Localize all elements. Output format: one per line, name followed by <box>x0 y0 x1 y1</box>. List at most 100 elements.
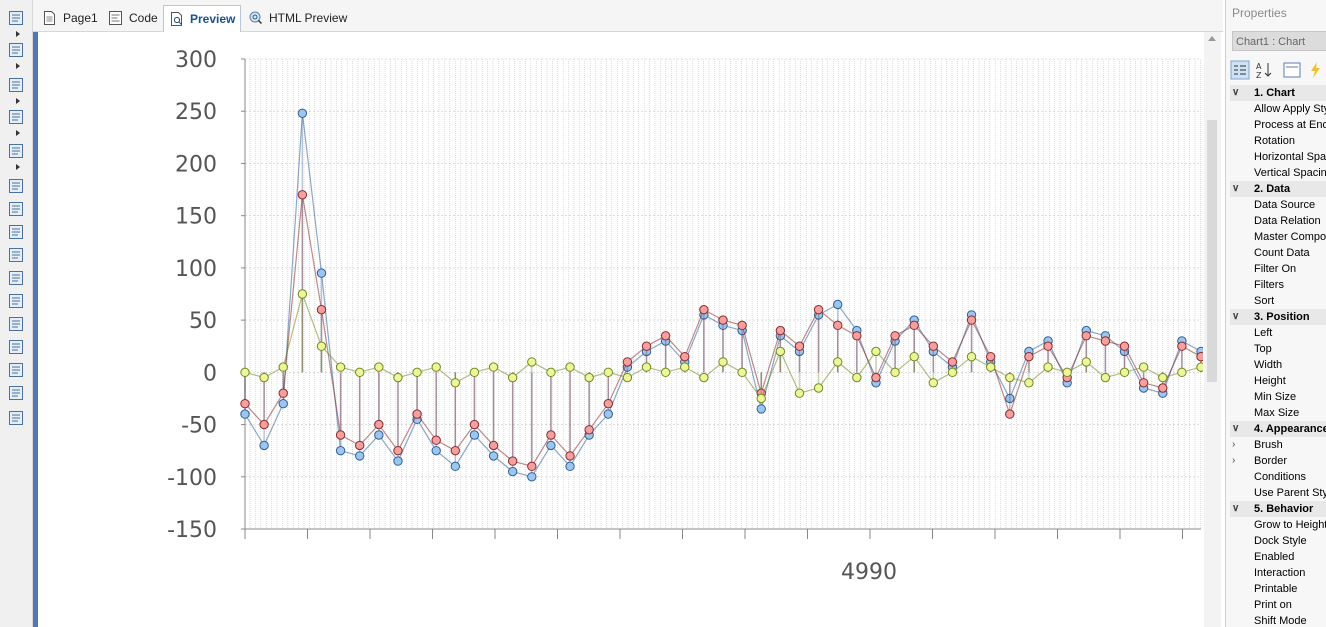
component-selector[interactable]: Chart1 : Chart <box>1232 31 1326 51</box>
property-row[interactable]: Use Parent Sty <box>1230 485 1326 501</box>
data-point-blue <box>316 268 327 278</box>
property-row[interactable]: Max Size <box>1230 405 1326 421</box>
expand-arrow-icon[interactable] <box>16 130 20 136</box>
property-category[interactable]: ∨ 3. Position <box>1230 309 1326 325</box>
property-label: Enabled <box>1254 551 1295 563</box>
property-row[interactable]: Printable <box>1230 581 1326 597</box>
collapse-chevron-icon[interactable]: ∨ <box>1232 503 1240 514</box>
property-row[interactable]: Count Data <box>1230 245 1326 261</box>
property-category[interactable]: ∨ 2. Data <box>1230 181 1326 197</box>
tab-preview[interactable]: Preview <box>163 5 241 32</box>
expand-chevron-icon[interactable]: › <box>1232 439 1236 450</box>
properties-view-button[interactable] <box>1282 60 1302 80</box>
property-row[interactable]: Grow to Height <box>1230 517 1326 533</box>
chart-icon[interactable] <box>8 385 24 401</box>
collapse-chevron-icon[interactable]: ∨ <box>1232 423 1240 434</box>
property-row[interactable]: Shift Mode <box>1230 613 1326 627</box>
image-icon[interactable] <box>8 109 24 125</box>
panel-icon[interactable] <box>8 270 24 286</box>
events-view-button[interactable] <box>1306 60 1326 80</box>
property-row[interactable]: Process at End <box>1230 117 1326 133</box>
tab-code[interactable]: Code <box>103 5 161 31</box>
properties-title: Properties <box>1232 6 1287 20</box>
property-row[interactable]: Data Source <box>1230 197 1326 213</box>
property-label: Vertical Spacin <box>1254 167 1326 179</box>
expand-arrow-icon[interactable] <box>16 31 20 37</box>
components-icon[interactable] <box>8 77 24 93</box>
data-point-yellow <box>240 367 250 378</box>
property-row[interactable]: Rotation <box>1230 133 1326 149</box>
property-label: Horizontal Spac <box>1254 151 1326 163</box>
expand-arrow-icon[interactable] <box>16 98 20 104</box>
table-icon[interactable] <box>8 316 24 332</box>
property-category[interactable]: ∨ 5. Behavior <box>1230 501 1326 517</box>
property-row[interactable]: Filters <box>1230 277 1326 293</box>
collapse-chevron-icon[interactable]: ∨ <box>1232 87 1240 98</box>
y-tick-label: 150 <box>175 205 217 230</box>
property-row[interactable]: Conditions <box>1230 469 1326 485</box>
property-row[interactable]: Horizontal Spac <box>1230 149 1326 165</box>
property-label: Print on <box>1254 599 1292 611</box>
rich-text-icon[interactable] <box>8 224 24 240</box>
property-row[interactable]: Allow Apply Sty <box>1230 101 1326 117</box>
property-row[interactable]: Master Compor <box>1230 229 1326 245</box>
data-point-red <box>488 440 499 451</box>
label-icon[interactable] <box>8 339 24 355</box>
data-point-yellow <box>374 362 384 372</box>
data-point-blue <box>546 440 556 451</box>
data-point-red <box>1177 341 1187 351</box>
data-point-red <box>507 456 518 466</box>
property-row[interactable]: Interaction <box>1230 565 1326 581</box>
tab-page1[interactable]: Page1 <box>37 5 101 31</box>
chart: 300 250 200 150 100 50 0 -50 -100 -150 4990 <box>167 48 1203 585</box>
page-footer-icon[interactable] <box>8 293 24 309</box>
property-label: Max Size <box>1254 407 1300 419</box>
property-row[interactable]: Print on <box>1230 597 1326 613</box>
picture-icon[interactable] <box>8 362 24 378</box>
property-row[interactable]: Top <box>1230 341 1326 357</box>
collapse-chevron-icon[interactable]: ∨ <box>1232 183 1240 194</box>
collapse-chevron-icon[interactable]: ∨ <box>1232 311 1240 322</box>
plugin-icon[interactable] <box>8 143 24 159</box>
y-tick-label: 200 <box>175 152 217 177</box>
property-row[interactable]: Width <box>1230 357 1326 373</box>
scrollbar-thumb[interactable] <box>1207 120 1217 382</box>
data-point-blue <box>507 466 518 477</box>
data-point-blue <box>833 299 843 310</box>
property-row[interactable]: Dock Style <box>1230 533 1326 549</box>
property-row[interactable]: Sort <box>1230 293 1326 309</box>
scroll-up-icon[interactable] <box>1208 36 1216 41</box>
vertical-scrollbar[interactable] <box>1204 32 1221 627</box>
expand-arrow-icon[interactable] <box>16 164 20 170</box>
data-point-yellow <box>297 289 308 299</box>
property-row[interactable]: Left <box>1230 325 1326 341</box>
property-row[interactable]: Vertical Spacin <box>1230 165 1326 181</box>
property-row[interactable]: Data Relation <box>1230 213 1326 229</box>
property-label: Conditions <box>1254 471 1306 483</box>
property-row[interactable]: › Brush <box>1230 437 1326 453</box>
text-icon[interactable] <box>8 178 24 194</box>
data-point-yellow <box>431 362 441 372</box>
categorized-view-button[interactable] <box>1230 60 1250 80</box>
cross-bands-icon[interactable] <box>8 42 24 58</box>
property-row[interactable]: Filter On <box>1230 261 1326 277</box>
property-row[interactable]: Min Size <box>1230 389 1326 405</box>
property-category[interactable]: ∨ 1. Chart <box>1230 85 1326 101</box>
list-icon[interactable] <box>8 201 24 217</box>
expand-arrow-icon[interactable] <box>16 63 20 69</box>
data-point-red <box>928 341 939 351</box>
tools-icon[interactable] <box>8 410 24 426</box>
expand-chevron-icon[interactable]: › <box>1232 455 1236 466</box>
bands-icon[interactable] <box>8 10 24 26</box>
property-row[interactable]: Height <box>1230 373 1326 389</box>
data-point-yellow <box>660 367 671 378</box>
property-category[interactable]: ∨ 4. Appearance <box>1230 421 1326 437</box>
property-row[interactable]: › Border <box>1230 453 1326 469</box>
data-point-yellow <box>890 367 900 378</box>
property-row[interactable]: Enabled <box>1230 549 1326 565</box>
tab-html-preview[interactable]: HTML Preview <box>243 5 349 31</box>
rich-text-2-icon[interactable] <box>8 247 24 263</box>
property-label: Sort <box>1254 295 1275 307</box>
